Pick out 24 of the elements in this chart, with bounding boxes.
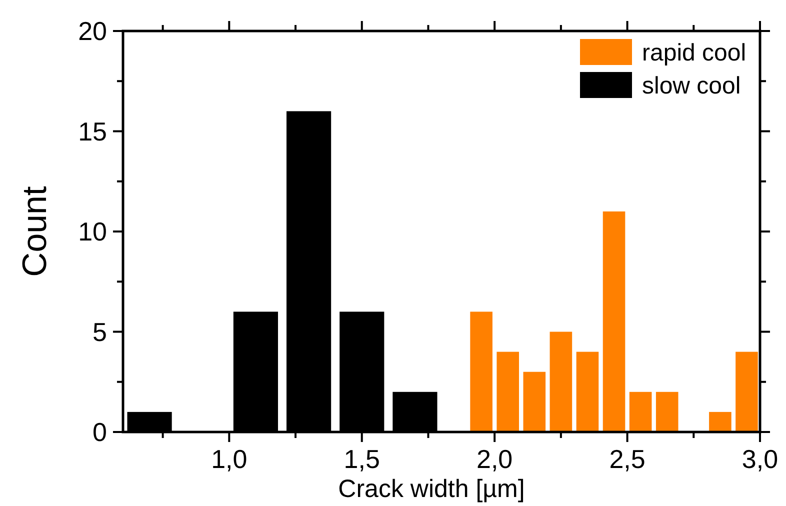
- bar: [496, 352, 519, 432]
- bar: [709, 412, 732, 432]
- bar: [656, 392, 678, 432]
- legend-label: rapid cool: [642, 39, 746, 66]
- bar: [523, 372, 546, 432]
- x-tick-label: 2,0: [476, 444, 513, 474]
- y-tick-label: 5: [92, 316, 107, 347]
- x-tick-label: 1,5: [344, 444, 380, 474]
- y-axis-title: Count: [16, 186, 54, 277]
- y-tick-label: 20: [78, 16, 107, 46]
- bar: [629, 392, 652, 432]
- bar: [470, 312, 492, 432]
- bar: [576, 352, 599, 432]
- x-tick-label: 1,0: [211, 444, 248, 474]
- bar: [550, 332, 572, 432]
- x-tick-label: 2,5: [609, 444, 646, 474]
- legend-label: slow cool: [642, 72, 741, 100]
- y-tick-label: 15: [78, 116, 107, 146]
- x-axis-title: Crack width [µm]: [338, 475, 525, 503]
- y-tick-label: 0: [92, 417, 107, 448]
- x-tick-label: 3,0: [742, 444, 778, 474]
- y-tick-label: 10: [78, 216, 107, 247]
- bar: [736, 352, 758, 432]
- bar: [602, 211, 626, 432]
